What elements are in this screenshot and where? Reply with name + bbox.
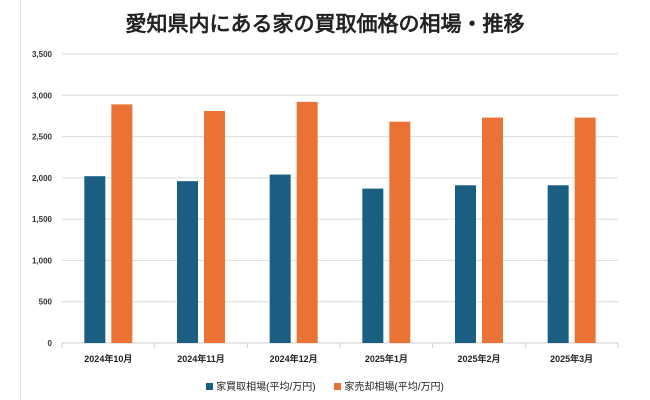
- legend-swatch: [334, 383, 342, 390]
- bar-sell: [296, 101, 318, 344]
- x-tick-label: 2025年3月: [550, 353, 593, 364]
- bar-sell: [204, 110, 225, 343]
- x-tick-label: 2024年10月: [84, 353, 132, 364]
- y-tick-label: 2,000: [32, 174, 53, 183]
- bar-sell: [389, 121, 411, 343]
- legend-swatch: [206, 383, 214, 390]
- x-tick-label: 2024年12月: [270, 353, 318, 364]
- legend-item-buy: 家買取相場(平均/万円): [206, 378, 316, 393]
- legend-label: 家買取相場(平均/万円): [216, 382, 316, 393]
- legend: 家買取相場(平均/万円) 家売却相場(平均/万円): [0, 378, 650, 393]
- x-tick-label: 2025年2月: [457, 353, 500, 364]
- bar-sell: [482, 117, 503, 343]
- y-tick-label: 2,500: [32, 133, 53, 142]
- y-tick-label: 1,500: [32, 215, 53, 224]
- bar-buy: [362, 188, 384, 343]
- bar-buy: [84, 176, 106, 343]
- y-tick-label: 0: [48, 339, 53, 348]
- bar-buy: [455, 185, 476, 343]
- bar-buy: [547, 185, 569, 343]
- bar-buy: [177, 181, 198, 343]
- x-tick-label: 2024年11月: [177, 353, 225, 364]
- bar-buy: [269, 174, 291, 343]
- legend-label: 家売却相場(平均/万円): [344, 382, 444, 393]
- bar-sell: [111, 104, 133, 344]
- bar-sell: [574, 117, 596, 343]
- y-tick-label: 1,000: [32, 256, 53, 265]
- y-tick-label: 500: [39, 298, 53, 307]
- frame-border: [20, 0, 21, 400]
- chart-title: 愛知県内にある家の買取価格の相場・推移: [125, 13, 525, 36]
- x-tick-label: 2025年1月: [365, 353, 408, 364]
- y-tick-label: 3,500: [32, 50, 53, 59]
- y-tick-label: 3,000: [32, 91, 53, 100]
- legend-item-sell: 家売却相場(平均/万円): [334, 378, 444, 393]
